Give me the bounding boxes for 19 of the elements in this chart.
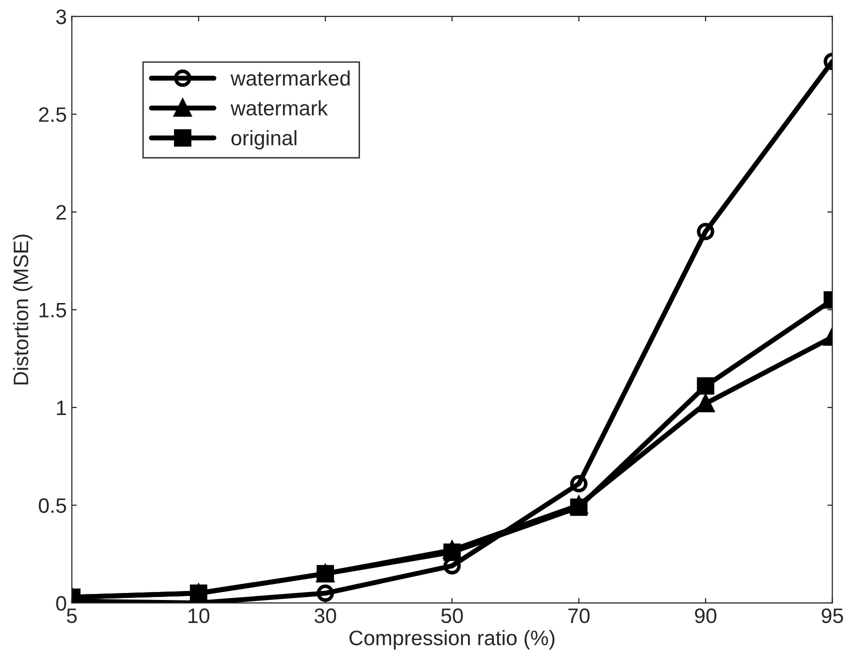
- y-tick-label: 1.5: [40, 302, 66, 318]
- x-tick-label: 70: [568, 608, 590, 624]
- y-tick-label: 2: [56, 204, 66, 220]
- legend-label: original: [231, 130, 296, 150]
- y-tick-label: 3: [56, 9, 66, 24]
- x-tick-label: 5: [66, 608, 77, 624]
- y-tick-label: 1: [56, 400, 66, 416]
- x-axis-title: Compression ratio (%): [350, 630, 554, 650]
- legend-label: watermark: [230, 100, 328, 116]
- x-tick-label: 95: [822, 608, 844, 624]
- x-tick-label: 10: [188, 608, 210, 624]
- y-axis-title: Distortion (MSE): [13, 234, 32, 384]
- x-tick-label: 30: [314, 608, 336, 624]
- y-tick-label: 2.5: [39, 107, 66, 122]
- legend-label: watermarked: [230, 70, 350, 86]
- x-tick-label: 90: [694, 608, 716, 624]
- y-tick-label: 0.5: [38, 498, 66, 513]
- y-tick-label: 0: [56, 596, 66, 611]
- x-tick-label: 50: [441, 608, 463, 624]
